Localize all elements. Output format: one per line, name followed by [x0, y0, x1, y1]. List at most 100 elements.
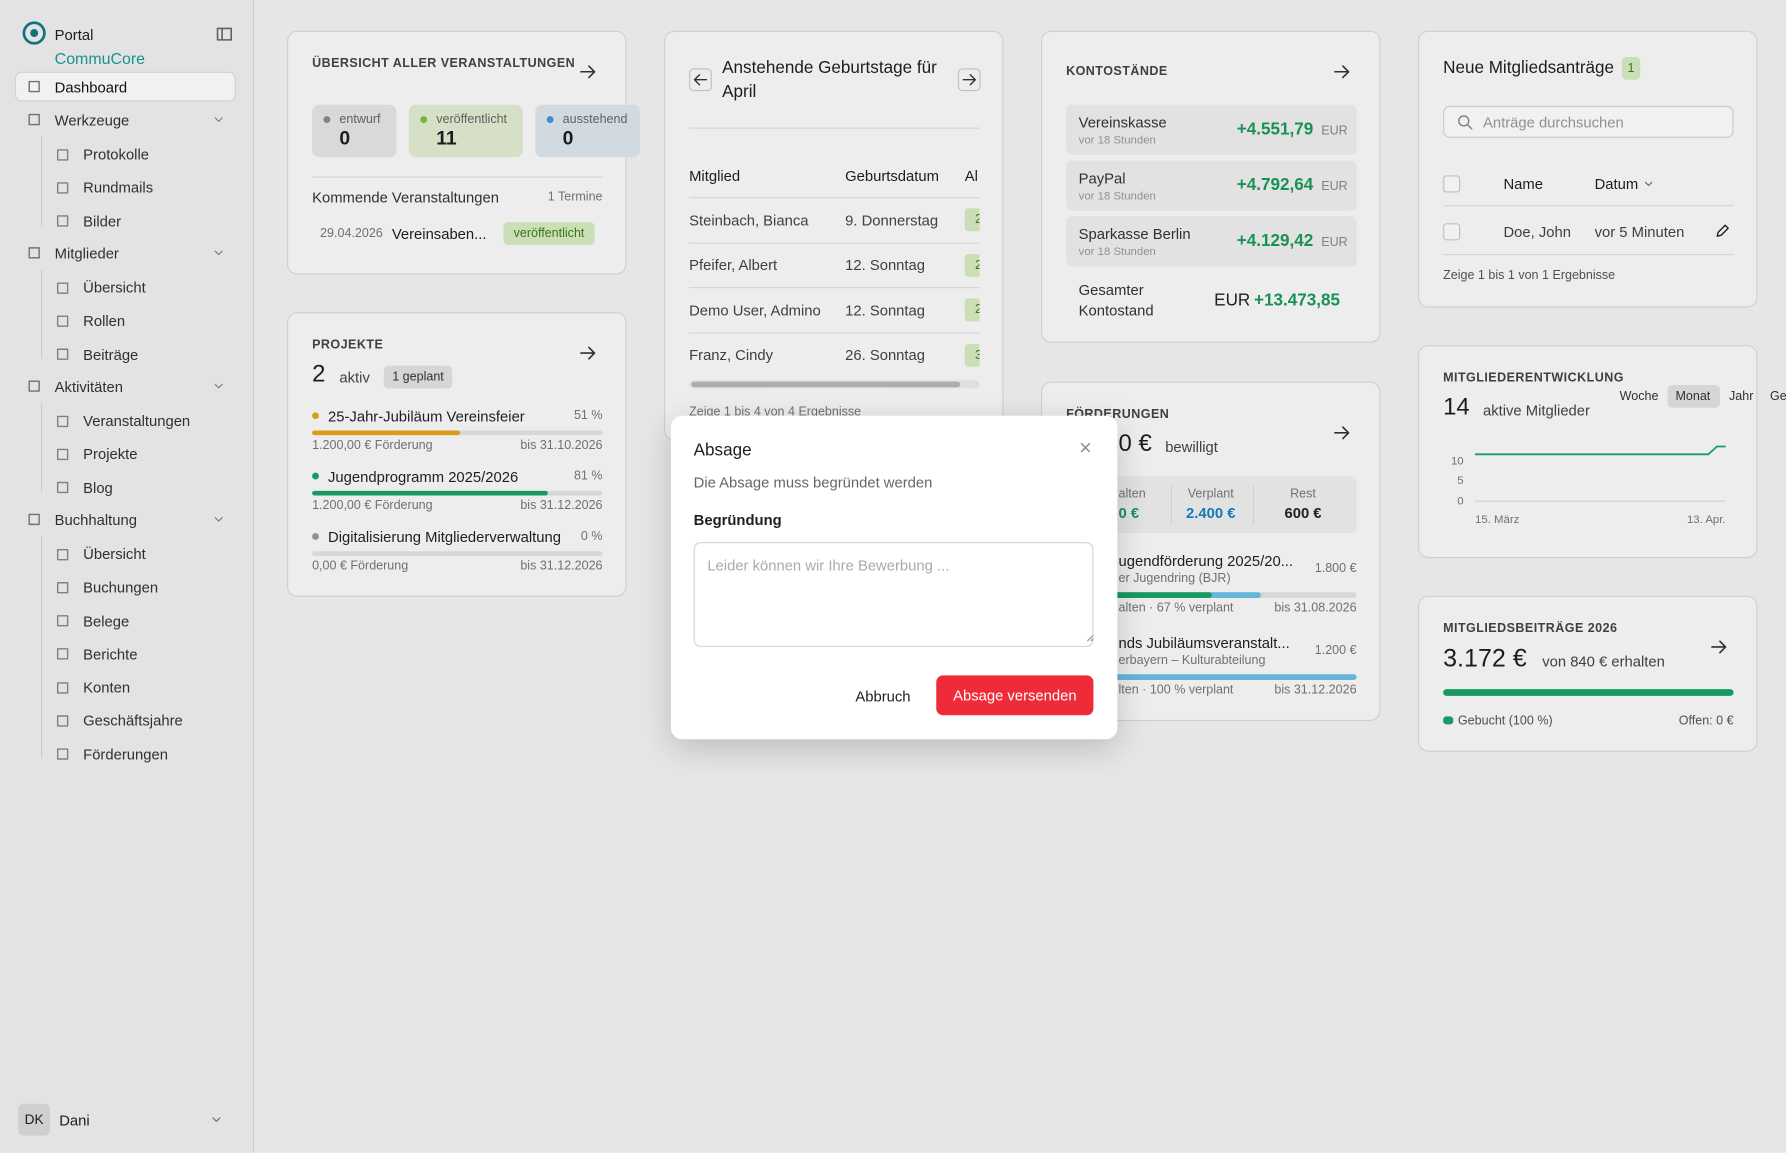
- sidebar-toggle[interactable]: [215, 25, 233, 43]
- nav-item[interactable]: Mitglieder: [54, 244, 119, 262]
- nav-subitem[interactable]: Rundmails: [83, 179, 154, 197]
- nav-chevron[interactable]: [212, 380, 226, 394]
- project-name[interactable]: Jugendprogramm 2025/2026: [328, 467, 519, 485]
- search-input[interactable]: [1443, 105, 1734, 138]
- account-row: Vereinskasse vor 18 Stunden +4.551,79 EUR: [1066, 104, 1357, 155]
- nav-icon-shape: [28, 380, 40, 393]
- nav-subitem[interactable]: Rollen: [83, 312, 126, 330]
- nav-subitem[interactable]: Buchungen: [83, 578, 159, 596]
- project-until: bis 31.12.2026: [520, 498, 603, 513]
- card-title: Anstehende Geburtstage für April: [722, 58, 937, 102]
- nav-chevron[interactable]: [212, 513, 226, 527]
- nav-chevron[interactable]: [212, 113, 226, 127]
- fees-card: MITGLIEDSBEITRÄGE 2026 3.172 € von 840 € e…: [1418, 595, 1758, 752]
- next-month-button[interactable]: [957, 68, 981, 92]
- card-title: Neue Mitgliedsanträge: [1443, 58, 1615, 78]
- project-dot: [312, 472, 319, 480]
- card-title: MITGLIEDERENTWICKLUNG: [1443, 371, 1624, 385]
- stat-value: 0 €: [1118, 504, 1140, 522]
- edit-button[interactable]: [1714, 223, 1730, 239]
- nav-subitem[interactable]: Belege: [83, 612, 130, 630]
- submit-label[interactable]: Absage versenden: [953, 686, 1077, 704]
- active-nav-item: [14, 71, 236, 102]
- next-arrow[interactable]: [961, 72, 977, 88]
- submit-button[interactable]: Absage versenden: [936, 675, 1094, 716]
- progress-track: [312, 551, 603, 556]
- nav-subitem[interactable]: Bilder: [83, 212, 122, 230]
- table-cell: Demo User, Admino: [689, 301, 821, 319]
- row-checkbox[interactable]: [1443, 223, 1461, 241]
- y-tick-label: 10: [1450, 455, 1464, 469]
- nav-subitem[interactable]: Protokolle: [83, 145, 149, 163]
- nav-item[interactable]: Dashboard: [54, 78, 128, 96]
- sort-chevron[interactable]: [1642, 177, 1655, 190]
- cancel-button[interactable]: Abbruch: [855, 687, 911, 705]
- card-link-arrow[interactable]: [579, 344, 597, 362]
- user-menu-chevron[interactable]: [210, 1113, 224, 1127]
- nav-subitem[interactable]: Berichte: [83, 645, 138, 663]
- prev-month-button[interactable]: [689, 68, 712, 92]
- status-count: 11: [436, 127, 457, 150]
- funding-amount: 1.800 €: [1314, 561, 1357, 576]
- age: 2: [975, 257, 980, 273]
- card-link-arrow[interactable]: [579, 63, 597, 81]
- period-tab[interactable]: Woche: [1619, 389, 1659, 404]
- select-all-checkbox[interactable]: [1443, 175, 1461, 193]
- member-line: [1475, 445, 1726, 456]
- project-percent: 81 %: [573, 469, 603, 483]
- card-link-arrow[interactable]: [1333, 63, 1351, 81]
- sort-chevron-shape: [1645, 181, 1653, 186]
- nav-subitem[interactable]: Förderungen: [83, 745, 168, 763]
- planned-badge: 1 geplant: [383, 365, 453, 389]
- nav-item[interactable]: Buchhaltung: [54, 511, 138, 529]
- column-header[interactable]: Name: [1503, 174, 1543, 192]
- nav-subitem[interactable]: Blog: [83, 478, 113, 497]
- period-tab[interactable]: Monat: [1675, 389, 1711, 404]
- funding-name[interactable]: ugendförderung 2025/20...: [1118, 551, 1294, 569]
- period-tab[interactable]: Jahr: [1729, 389, 1754, 404]
- nav-item[interactable]: Aktivitäten: [54, 377, 123, 395]
- avatar: [18, 1103, 51, 1136]
- period-tab[interactable]: Ge: [1770, 389, 1786, 404]
- nav-subitem[interactable]: Übersicht: [83, 545, 146, 563]
- accounts-card: KONTOSTÄNDE Vereinskasse vor 18 Stunden +4.…: [1041, 30, 1381, 343]
- card-link-arrow[interactable]: [1710, 638, 1728, 656]
- nav-subitem[interactable]: Geschäftsjahre: [83, 712, 183, 730]
- project-name[interactable]: Digitalisierung Mitgliederverwaltung: [328, 527, 561, 546]
- table-footer: Zeige 1 bis 1 von 1 Ergebnisse: [1443, 268, 1616, 283]
- nav-item[interactable]: Werkzeuge: [54, 111, 130, 129]
- user-name[interactable]: Dani: [59, 1111, 90, 1129]
- column-header: Mitglied: [689, 166, 741, 184]
- nav-subitem[interactable]: Konten: [83, 678, 131, 696]
- scrollbar-thumb[interactable]: [691, 381, 961, 388]
- row-separator: [689, 197, 980, 199]
- account-amount: +4.792,64: [1236, 175, 1314, 195]
- separator: [1443, 253, 1734, 256]
- funding-name[interactable]: nds Jubiläumsveranstalt...: [1118, 633, 1290, 651]
- reason-textarea[interactable]: [693, 542, 1094, 647]
- nav-subitem[interactable]: Übersicht: [83, 279, 146, 297]
- card-link-arrow[interactable]: [1333, 424, 1351, 442]
- funding-amount: 1.200 €: [1314, 643, 1357, 658]
- event-name[interactable]: Vereinsaben...: [391, 224, 487, 243]
- nav-icon-shape: [28, 80, 40, 93]
- planned-fill: [1066, 674, 1357, 680]
- upcoming-count: 1 Termine: [547, 190, 603, 204]
- nav-subitem[interactable]: Projekte: [83, 445, 138, 463]
- nav-subitem[interactable]: Beiträge: [83, 345, 139, 363]
- separator: [1443, 205, 1734, 207]
- status-label: veröffentlicht: [436, 112, 508, 127]
- nav-chevron[interactable]: [212, 246, 226, 260]
- nav-icon-shape: [56, 715, 69, 727]
- column-header: Geburtsdatum: [845, 166, 939, 184]
- account-row: Sparkasse Berlin vor 18 Stunden +4.129,42 E…: [1066, 216, 1357, 267]
- column-header[interactable]: Datum: [1594, 174, 1639, 192]
- event-status: veröffentlicht: [513, 226, 585, 241]
- close-button[interactable]: [1077, 440, 1093, 456]
- status-tile: [312, 104, 397, 158]
- project-name[interactable]: 25-Jahr-Jubiläum Vereinsfeier: [328, 407, 525, 425]
- prev-arrow[interactable]: [693, 72, 709, 88]
- nav-icon-shape: [56, 581, 69, 594]
- funding-source: er Jugendring (BJR): [1118, 571, 1231, 586]
- nav-subitem[interactable]: Veranstaltungen: [83, 412, 191, 430]
